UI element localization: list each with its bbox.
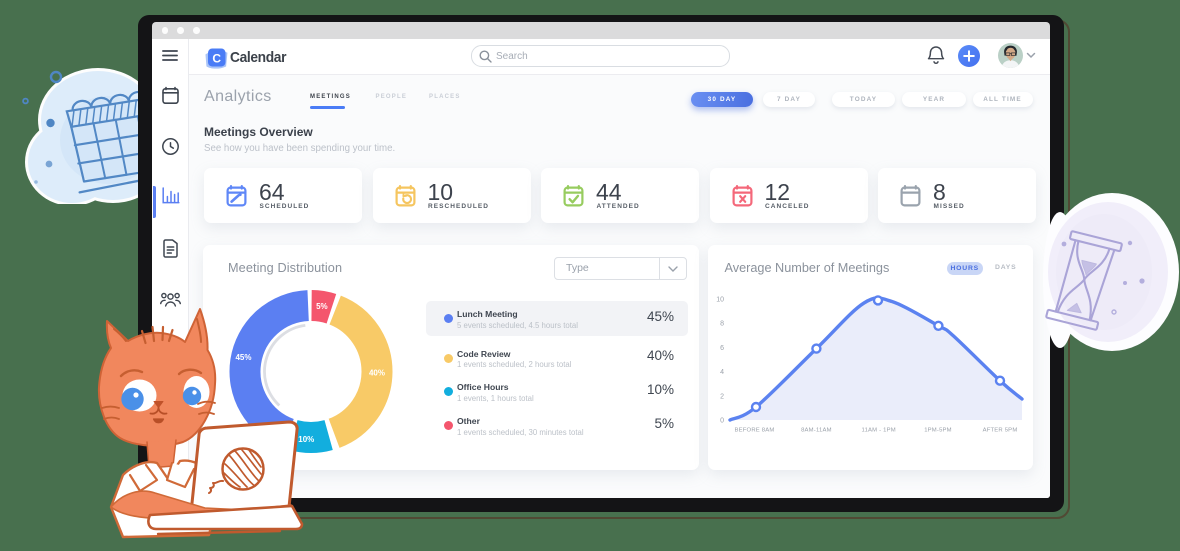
svg-text:11AM - 1PM: 11AM - 1PM: [862, 428, 896, 434]
svg-text:10: 10: [716, 297, 724, 304]
svg-text:45%: 45%: [235, 353, 251, 362]
svg-text:5%: 5%: [316, 302, 328, 311]
svg-text:C: C: [212, 51, 221, 65]
svg-text:0: 0: [720, 418, 724, 425]
svg-text:8AM-11AM: 8AM-11AM: [801, 428, 832, 434]
svg-text:1PM-5PM: 1PM-5PM: [924, 428, 952, 434]
svg-text:AFTER 5PM: AFTER 5PM: [983, 428, 1018, 434]
svg-text:4: 4: [720, 369, 724, 376]
svg-text:10%: 10%: [298, 435, 314, 444]
svg-text:BEFORE 8AM: BEFORE 8AM: [735, 428, 775, 434]
svg-text:2: 2: [720, 393, 724, 400]
svg-text:40%: 40%: [368, 368, 384, 377]
svg-text:8: 8: [720, 321, 724, 328]
svg-text:6: 6: [720, 345, 724, 352]
